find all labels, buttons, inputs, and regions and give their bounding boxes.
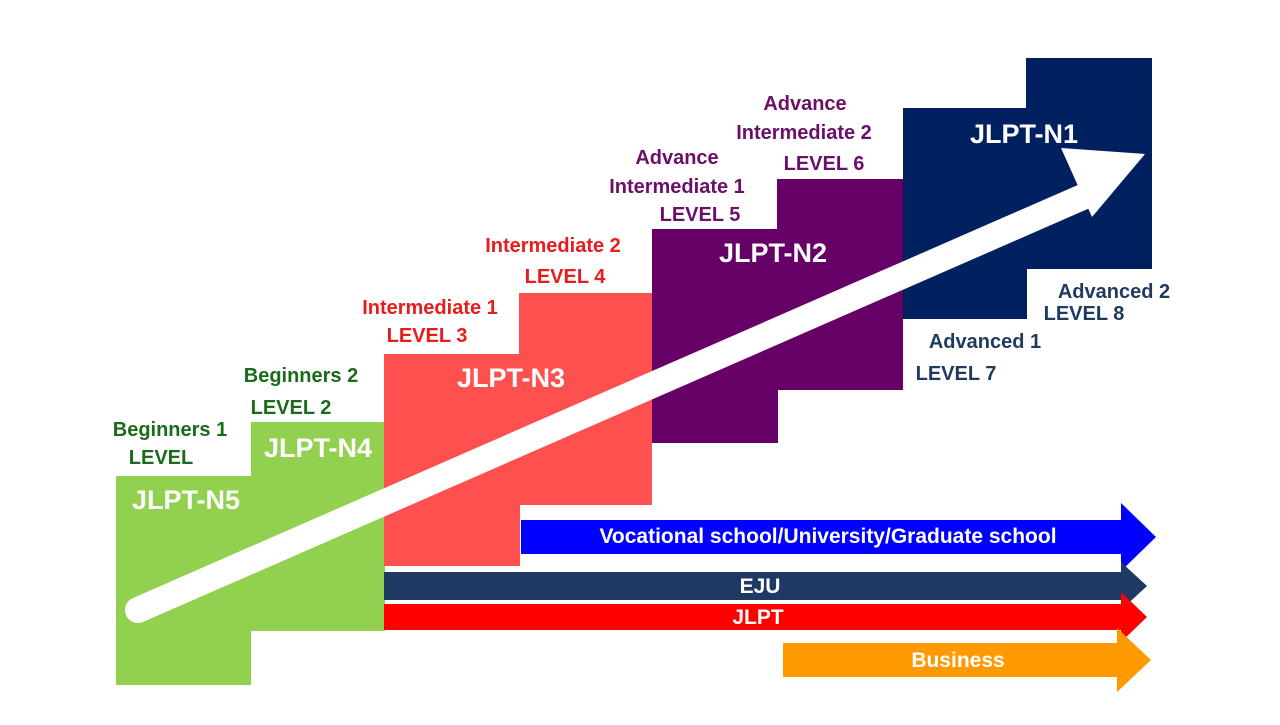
level-label-beginners2: Beginners 2 LEVEL 2 — [244, 365, 358, 419]
svg-text:Intermediate 2: Intermediate 2 — [485, 235, 621, 257]
svg-text:LEVEL 4: LEVEL 4 — [525, 266, 607, 288]
svg-text:LEVEL 6: LEVEL 6 — [784, 153, 865, 175]
bar-label-vocational: Vocational school/University/Graduate sc… — [599, 525, 1056, 548]
level-label-advanced1: Advanced 1 LEVEL 7 — [916, 331, 1042, 385]
svg-text:LEVEL 7: LEVEL 7 — [916, 363, 997, 385]
svg-text:LEVEL 3: LEVEL 3 — [387, 325, 468, 347]
arrow-bar-vocational: Vocational school/University/Graduate sc… — [521, 503, 1156, 571]
svg-text:Intermediate 1: Intermediate 1 — [609, 176, 745, 198]
svg-text:Intermediate 1: Intermediate 1 — [362, 297, 498, 319]
block-label-n3: JLPT-N3 — [457, 363, 565, 393]
level-label-beginners1: Beginners 1 LEVEL — [113, 419, 227, 469]
arrow-bar-business: Business — [783, 628, 1151, 692]
arrow-bar-eju: EJU — [384, 562, 1147, 610]
svg-text:Advance: Advance — [763, 93, 846, 115]
progress-arrow — [125, 148, 1145, 623]
level-label-advanced2: Advanced 2 LEVEL 8 — [1044, 281, 1171, 325]
bar-label-jlpt: JLPT — [732, 606, 784, 629]
svg-text:Advance: Advance — [635, 147, 718, 169]
level-label-intermediate2: Intermediate 2 LEVEL 4 — [485, 235, 621, 288]
level-label-advance-intermediate1: Advance Intermediate 1 LEVEL 5 — [609, 147, 745, 226]
arrow-bar-jlpt: JLPT — [384, 592, 1147, 642]
block-label-n5: JLPT-N5 — [132, 485, 240, 515]
svg-text:Advanced 2: Advanced 2 — [1058, 281, 1170, 303]
svg-text:Advanced 1: Advanced 1 — [929, 331, 1041, 353]
level-label-advance-intermediate2: Advance Intermediate 2 LEVEL 6 — [736, 93, 872, 175]
svg-text:LEVEL 5: LEVEL 5 — [660, 204, 741, 226]
block-jlpt-n1 — [903, 108, 1027, 319]
svg-text:Beginners 2: Beginners 2 — [244, 365, 358, 387]
bar-label-business: Business — [911, 649, 1004, 672]
svg-text:LEVEL 2: LEVEL 2 — [251, 397, 332, 419]
svg-text:Intermediate 2: Intermediate 2 — [736, 122, 872, 144]
svg-text:LEVEL: LEVEL — [129, 447, 193, 469]
level-label-intermediate1: Intermediate 1 LEVEL 3 — [362, 297, 498, 347]
block-label-n4: JLPT-N4 — [264, 433, 372, 463]
bar-label-eju: EJU — [740, 575, 781, 598]
block-label-n1: JLPT-N1 — [970, 119, 1078, 149]
svg-text:LEVEL 8: LEVEL 8 — [1044, 303, 1125, 325]
svg-text:Beginners 1: Beginners 1 — [113, 419, 227, 441]
block-label-n2: JLPT-N2 — [719, 238, 827, 268]
